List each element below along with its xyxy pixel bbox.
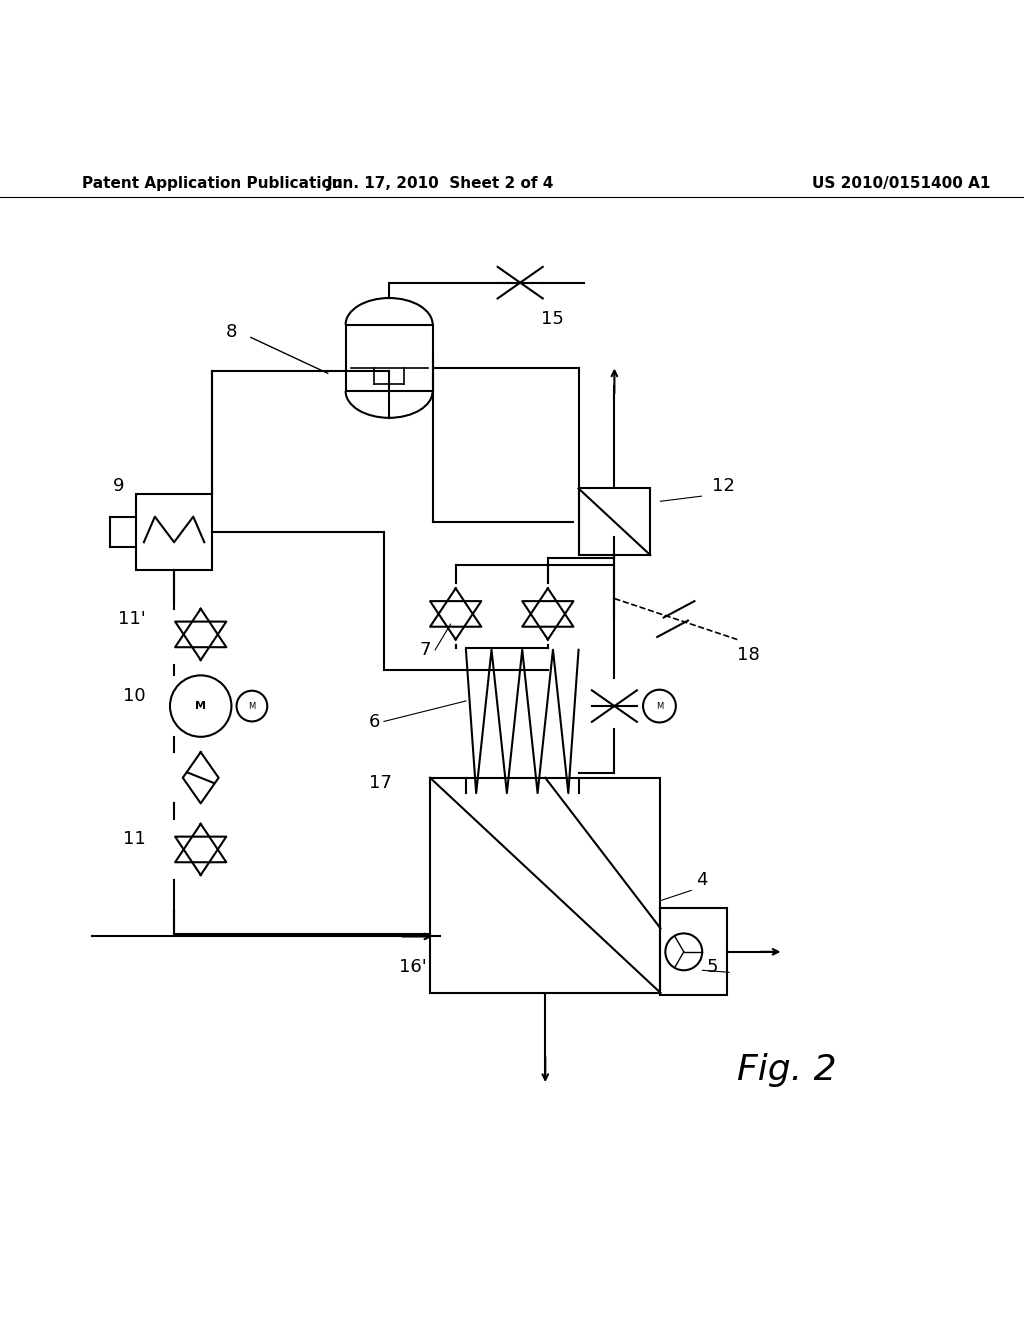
Text: 6: 6	[369, 713, 380, 730]
Text: 4: 4	[696, 871, 708, 890]
Text: Fig. 2: Fig. 2	[737, 1052, 837, 1086]
Text: 18: 18	[737, 645, 760, 664]
Text: Jun. 17, 2010  Sheet 2 of 4: Jun. 17, 2010 Sheet 2 of 4	[327, 177, 554, 191]
Bar	[135, 494, 213, 570]
Bar	[579, 488, 650, 554]
Text: Patent Application Publication: Patent Application Publication	[82, 177, 343, 191]
Text: 11: 11	[123, 830, 145, 849]
Text: US 2010/0151400 A1: US 2010/0151400 A1	[812, 177, 990, 191]
Text: 11': 11'	[118, 610, 145, 628]
Text: 10: 10	[123, 686, 145, 705]
Bar	[346, 325, 433, 391]
Bar	[660, 908, 727, 995]
Text: M: M	[655, 702, 664, 710]
Text: M: M	[248, 702, 256, 710]
Text: 9: 9	[113, 477, 124, 495]
Bar	[430, 777, 660, 993]
Text: M: M	[196, 701, 206, 711]
Text: 5: 5	[707, 958, 718, 977]
Text: 17: 17	[369, 774, 391, 792]
Text: 8: 8	[225, 323, 237, 342]
Text: 15: 15	[541, 310, 563, 327]
Text: 7: 7	[420, 642, 431, 659]
Text: 12: 12	[712, 477, 734, 495]
Text: 16': 16'	[399, 958, 427, 977]
